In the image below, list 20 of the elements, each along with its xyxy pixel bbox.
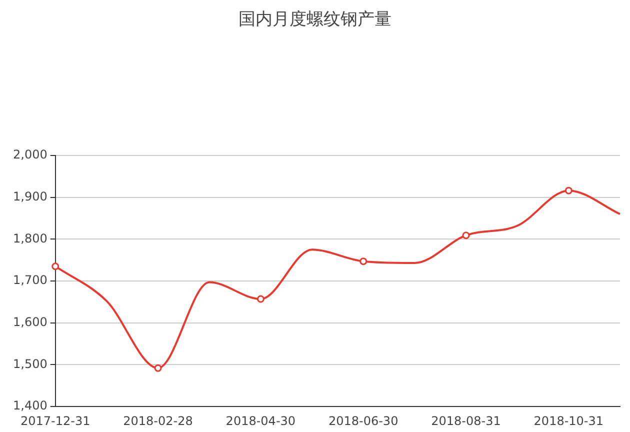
x-tick-label: 2018-08-31 <box>431 414 501 428</box>
point <box>360 258 368 266</box>
y-tick-label: 1,600 <box>12 314 48 329</box>
x-tick-label: 2018-10-31 <box>534 414 604 428</box>
x-tick-label: 2017-12-31 <box>20 414 90 428</box>
y-tick-label: 1,900 <box>12 189 48 204</box>
point <box>564 186 572 194</box>
chart-title: 国内月度螺纹钢产量 <box>238 10 392 30</box>
x-tick-label: 2018-02-28 <box>123 414 193 428</box>
point <box>256 295 264 303</box>
x-tick-label: 2018-04-30 <box>226 414 296 428</box>
y-tick-label: 1,700 <box>12 273 48 288</box>
point <box>52 262 60 270</box>
y-tick-label: 1,400 <box>12 398 48 413</box>
x-tick-label: 2018-06-30 <box>328 414 398 428</box>
y-tick-label: 1,800 <box>12 231 48 246</box>
y-tick-label: 1,500 <box>12 356 48 371</box>
point <box>462 232 470 240</box>
point <box>154 364 162 372</box>
y-tick-label: 2,000 <box>12 148 48 162</box>
